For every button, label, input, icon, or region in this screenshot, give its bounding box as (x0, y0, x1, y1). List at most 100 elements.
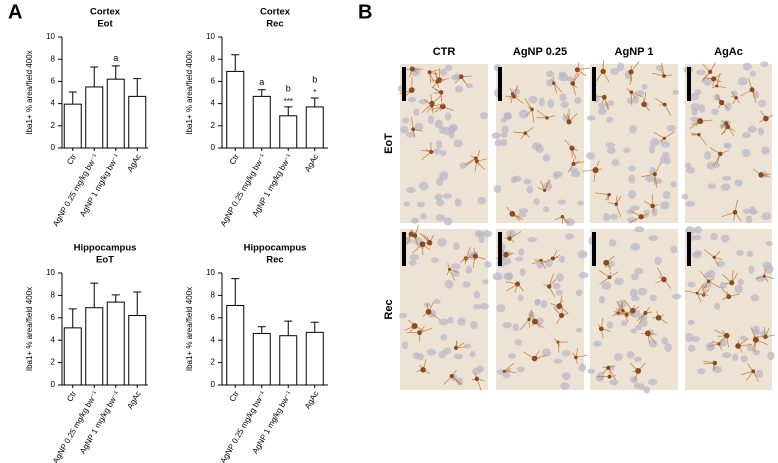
nucleus (452, 269, 460, 277)
nucleus (443, 126, 450, 136)
nucleus (741, 132, 751, 139)
x-tick-label: Ctr (228, 152, 241, 166)
microglia-soma (735, 343, 741, 349)
nucleus (553, 358, 563, 365)
microglia-soma (448, 267, 452, 271)
nucleus (606, 146, 616, 155)
microglia-soma (530, 107, 534, 112)
microglia-soma (629, 90, 634, 94)
microglia-soma (697, 132, 701, 137)
y-tick-label: 4 (51, 335, 56, 344)
microglia-soma (550, 256, 555, 261)
microglia-soma (725, 124, 731, 130)
microglia-process (709, 147, 730, 167)
nucleus (531, 142, 542, 150)
nucleus (666, 124, 677, 132)
microglia-soma (695, 291, 699, 295)
microglia-soma (661, 276, 667, 283)
microglia-soma (621, 308, 625, 313)
microglia-soma (472, 253, 478, 259)
nucleus (491, 132, 501, 139)
nucleus (431, 257, 439, 263)
microglia-soma (459, 74, 464, 79)
nucleus (477, 197, 487, 205)
panel-letter: B (358, 1, 372, 23)
microglia-soma (635, 368, 642, 374)
row-header: EoT (383, 133, 395, 154)
microglia-process (720, 120, 727, 134)
microglia-process (429, 69, 439, 84)
nucleus (598, 295, 606, 304)
nucleus (697, 368, 706, 375)
microglia-process (412, 241, 431, 256)
nucleus (607, 260, 615, 267)
microglia-process (595, 192, 610, 201)
nucleus (406, 187, 416, 194)
nucleus (703, 77, 712, 86)
microglia-process (706, 73, 722, 87)
nucleus (637, 287, 648, 296)
nucleus (739, 335, 747, 341)
nucleus (767, 351, 775, 361)
y-tick-label: 2 (211, 121, 216, 130)
microglia-process (419, 232, 435, 244)
error-bar (257, 326, 266, 334)
significance-stars: * (313, 88, 316, 97)
microglia-process (653, 131, 675, 143)
microglia-soma (435, 80, 439, 84)
y-tick-label: 10 (206, 32, 215, 41)
microglia-process (431, 86, 442, 103)
nucleus (706, 269, 716, 279)
column-header: AgNP 1 (615, 46, 654, 58)
microglia-process (505, 85, 524, 104)
microglia-soma (603, 259, 610, 266)
microglia-process (730, 91, 740, 105)
nucleus (492, 272, 503, 281)
nucleus (518, 208, 529, 214)
nucleus (437, 237, 447, 247)
y-axis-label: Iba1+ % area/field 400x (25, 287, 34, 371)
microglia-soma (598, 326, 604, 332)
nucleus (627, 189, 637, 199)
nucleus (538, 97, 545, 107)
nucleus (459, 162, 467, 169)
nucleus (444, 112, 452, 121)
microglia-process (755, 268, 775, 282)
nucleus (611, 159, 620, 166)
nucleus (482, 279, 489, 285)
microglia-soma (616, 311, 620, 315)
nucleus (503, 272, 513, 281)
nucleus (401, 341, 409, 350)
nucleus (694, 89, 702, 96)
microglia-soma (662, 74, 667, 78)
nucleus (670, 245, 678, 254)
microglia-process (405, 231, 418, 245)
nucleus (746, 343, 754, 352)
microglia-process (576, 62, 592, 77)
nucleus (559, 93, 567, 102)
error-bar (111, 294, 120, 303)
nucleus (535, 317, 544, 325)
nucleus (445, 64, 453, 72)
microglia-soma (411, 127, 416, 132)
nucleus (517, 294, 524, 302)
nucleus (691, 108, 698, 116)
microglia-process (594, 95, 610, 111)
nucleus (462, 281, 471, 288)
nucleus (716, 260, 726, 267)
nucleus (664, 343, 672, 353)
microglia-process (640, 332, 657, 344)
nucleus (649, 294, 657, 302)
microglia-soma (559, 313, 565, 319)
microglia-soma (763, 334, 768, 340)
nucleus (598, 107, 607, 116)
chart-subtitle: Rec (266, 255, 283, 266)
nucleus (634, 226, 645, 233)
microglia-process (554, 306, 569, 325)
nucleus (629, 288, 638, 298)
nucleus (734, 179, 743, 187)
microglia-soma (453, 345, 458, 350)
microglia-soma (718, 151, 723, 157)
nucleus (719, 338, 727, 347)
nucleus (765, 240, 773, 247)
